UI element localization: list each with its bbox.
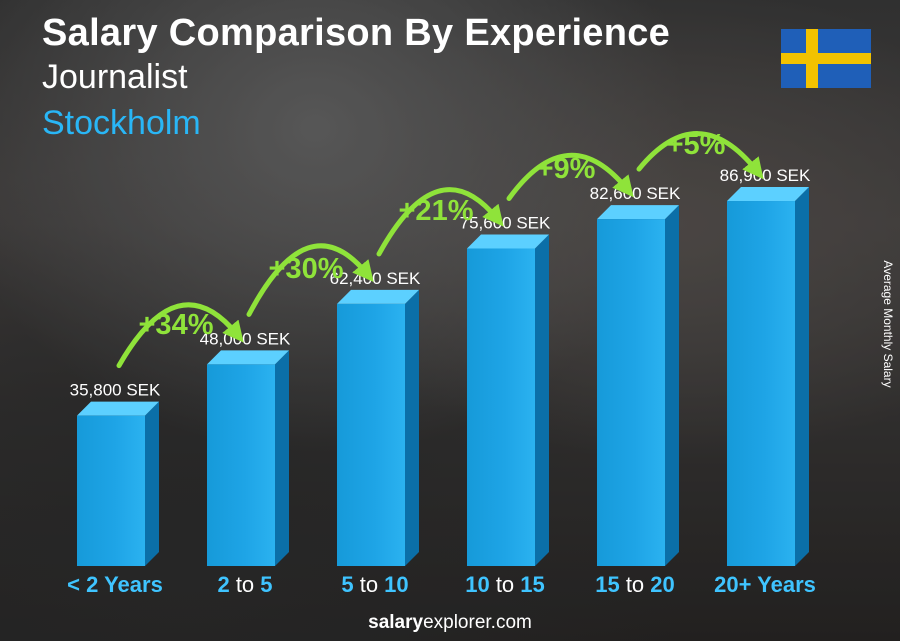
x-tick-label: 20+ Years <box>714 572 816 597</box>
x-tick-part: to <box>620 572 651 597</box>
growth-arrow <box>636 131 764 180</box>
x-tick-part: to <box>230 572 261 597</box>
bar <box>77 415 145 566</box>
bar-side <box>535 234 549 567</box>
bar <box>597 219 665 566</box>
x-tick-part: to <box>490 572 521 597</box>
y-axis-label: Average Monthly Salary <box>881 260 895 388</box>
growth-label: +34% <box>139 309 214 341</box>
city-name: Stockholm <box>42 104 201 142</box>
job-title: Journalist <box>42 58 188 96</box>
x-tick-part: 20+ Years <box>714 572 816 597</box>
value-label: 86,900 SEK <box>720 166 811 185</box>
x-tick-part: 5 <box>341 572 353 597</box>
growth-arrow <box>116 302 244 369</box>
x-tick-part: 15 <box>595 572 619 597</box>
x-tick-part: 5 <box>260 572 272 597</box>
x-tick-label: 2 to 5 <box>217 572 272 597</box>
footer-brand-rest: explorer.com <box>423 612 532 633</box>
sweden-flag-icon <box>781 29 871 88</box>
bar-top <box>207 350 289 365</box>
growth-arrow <box>246 243 374 317</box>
chart-title: Salary Comparison By Experience <box>42 12 671 54</box>
growth-label: +5% <box>667 129 726 161</box>
bar <box>207 364 275 566</box>
flag-cross-horizontal <box>781 53 871 64</box>
growth-label: +9% <box>537 153 596 185</box>
x-tick-part: 2 <box>217 572 229 597</box>
bar-group <box>597 205 679 566</box>
bar <box>467 248 535 567</box>
x-tick-label: 5 to 10 <box>341 572 408 597</box>
bar-group <box>337 289 419 566</box>
bar-top <box>727 187 809 202</box>
growth-label: +21% <box>399 195 474 227</box>
x-tick-label: 10 to 15 <box>465 572 545 597</box>
x-tick-label: 15 to 20 <box>595 572 675 597</box>
growth-arrow <box>376 187 504 257</box>
x-tick-label: < 2 Years <box>67 572 163 597</box>
bar-side <box>795 187 809 566</box>
bar-side <box>145 401 159 566</box>
bar-group <box>77 401 159 566</box>
bar <box>727 201 795 566</box>
bar-top <box>467 234 549 249</box>
bar-top <box>597 205 679 220</box>
footer-brand: salaryexplorer.com <box>0 612 900 634</box>
footer-brand-bold: salary <box>368 612 424 633</box>
bar-group <box>727 187 809 566</box>
bar <box>337 303 405 566</box>
x-tick-part: < 2 Years <box>67 572 163 597</box>
bar-side <box>665 205 679 566</box>
x-tick-part: to <box>354 572 385 597</box>
growth-label: +30% <box>269 253 344 285</box>
bar-group <box>207 350 289 566</box>
bar-top <box>337 289 419 304</box>
x-tick-part: 10 <box>384 572 408 597</box>
growth-arrow <box>506 152 634 201</box>
bar-side <box>275 350 289 566</box>
x-tick-part: 10 <box>465 572 489 597</box>
bar-side <box>405 289 419 566</box>
value-label: 35,800 SEK <box>70 381 161 400</box>
x-tick-part: 20 <box>650 572 674 597</box>
value-label: 82,600 SEK <box>590 184 681 203</box>
x-tick-part: 15 <box>520 572 544 597</box>
bar-group <box>467 234 549 567</box>
bar-top <box>77 401 159 416</box>
